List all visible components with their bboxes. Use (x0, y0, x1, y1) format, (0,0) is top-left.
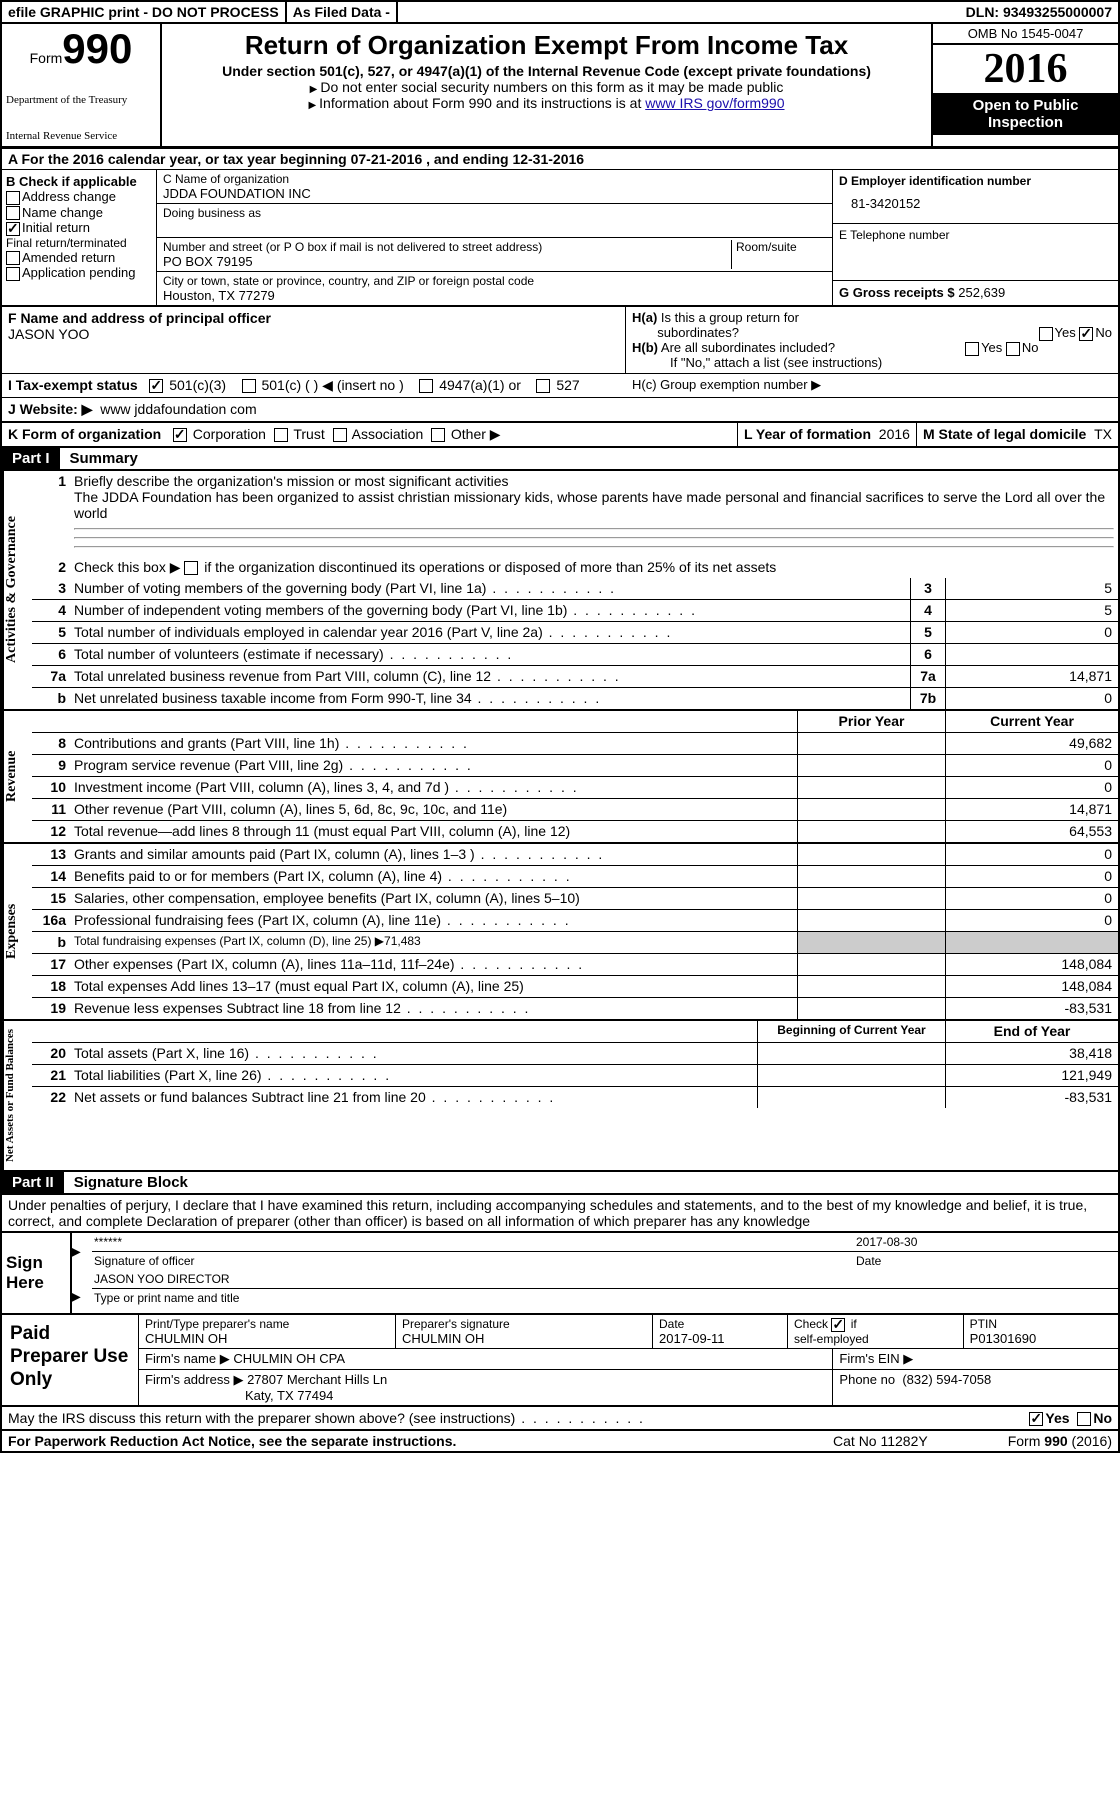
cb-amended: Amended return (6, 250, 152, 266)
line-1: 1 Briefly describe the organization's mi… (32, 471, 1118, 557)
header-right: OMB No 1545-0047 2016 Open to Public Ins… (931, 24, 1118, 146)
row-f-h: F Name and address of principal officer … (2, 307, 1118, 374)
line-22: 22Net assets or fund balances Subtract l… (32, 1087, 1118, 1108)
box-c: C Name of organization JDDA FOUNDATION I… (157, 170, 832, 305)
line-16b: bTotal fundraising expenses (Part IX, co… (32, 932, 1118, 954)
line-11: 11Other revenue (Part VIII, column (A), … (32, 799, 1118, 821)
line-13: 13Grants and similar amounts paid (Part … (32, 844, 1118, 866)
line-18: 18Total expenses Add lines 13–17 (must e… (32, 976, 1118, 998)
box-b: B Check if applicable Address change Nam… (2, 170, 157, 305)
cb-address: Address change (6, 189, 152, 205)
officer-name: JASON YOO (8, 326, 619, 342)
line-2: 2Check this box ▶ if the organization di… (32, 557, 1118, 578)
line-5: 5Total number of individuals employed in… (32, 622, 1118, 644)
org-name-cell: C Name of organization JDDA FOUNDATION I… (157, 170, 832, 204)
header-left: Form990 Department of the Treasury Inter… (2, 24, 162, 146)
cb-pending: Application pending (6, 265, 152, 281)
line-17: 17Other expenses (Part IX, column (A), l… (32, 954, 1118, 976)
page-footer: For Paperwork Reduction Act Notice, see … (2, 1431, 1118, 1451)
perjury-stmt: Under penalties of perjury, I declare th… (2, 1195, 1118, 1233)
form-header: Form990 Department of the Treasury Inter… (2, 24, 1118, 149)
sign-here: Sign Here ▶ ▶ ****** 2017-08-30 Signatur… (2, 1233, 1118, 1315)
summary-expenses: Expenses 13Grants and similar amounts pa… (2, 844, 1118, 1021)
irs-link[interactable]: www IRS gov/form990 (645, 95, 784, 111)
as-filed: As Filed Data - (287, 2, 398, 22)
line-9: 9Program service revenue (Part VIII, lin… (32, 755, 1118, 777)
summary-governance: Activities & Governance 1 Briefly descri… (2, 471, 1118, 711)
city-cell: City or town, state or province, country… (157, 272, 832, 305)
dln: DLN: 93493255000007 (960, 2, 1118, 22)
summary-revenue: Revenue Prior YearCurrent Year 8Contribu… (2, 711, 1118, 844)
street-cell: Number and street (or P O box if mail is… (157, 238, 832, 272)
part-1-header: Part I Summary (2, 448, 1118, 471)
paid-preparer: Paid Preparer Use Only Print/Type prepar… (2, 1315, 1118, 1407)
line-20: 20Total assets (Part X, line 16)38,418 (32, 1043, 1118, 1065)
line-14: 14Benefits paid to or for members (Part … (32, 866, 1118, 888)
line-21: 21Total liabilities (Part X, line 26)121… (32, 1065, 1118, 1087)
dba-cell: Doing business as (157, 204, 832, 238)
discuss-row: May the IRS discuss this return with the… (2, 1407, 1118, 1431)
cb-initial: Initial return (6, 220, 152, 236)
row-a-tax-year: A For the 2016 calendar year, or tax yea… (2, 149, 1118, 170)
summary-netassets: Net Assets or Fund Balances Beginning of… (2, 1021, 1118, 1172)
officer-name-line: JASON YOO DIRECTOR (92, 1270, 1118, 1289)
header-middle: Return of Organization Exempt From Incom… (162, 24, 931, 146)
inspection-notice: Open to Public Inspection (933, 93, 1118, 135)
org-name: JDDA FOUNDATION INC (163, 186, 826, 201)
line-4: 4Number of independent voting members of… (32, 600, 1118, 622)
line-19: 19Revenue less expenses Subtract line 18… (32, 998, 1118, 1019)
omb-number: OMB No 1545-0047 (933, 24, 1118, 45)
dept-irs: Internal Revenue Service (6, 130, 156, 142)
h-b: H(b) Are all subordinates included? Yes … (632, 340, 1112, 355)
row-k-l-m: K Form of organization Corporation Trust… (2, 423, 1118, 448)
officer-signature-line: ****** 2017-08-30 (92, 1233, 1118, 1252)
box-e: E Telephone number (833, 224, 1118, 281)
ssn-notice: Do not enter social security numbers on … (170, 79, 923, 95)
box-deg: D Employer identification number 81-3420… (832, 170, 1118, 305)
line-8: 8Contributions and grants (Part VIII, li… (32, 733, 1118, 755)
street: PO BOX 79195 (163, 254, 731, 269)
line-12: 12Total revenue—add lines 8 through 11 (… (32, 821, 1118, 842)
city: Houston, TX 77279 (163, 288, 826, 303)
h-c: H(c) Group exemption number ▶ (626, 374, 1118, 397)
line-16a: 16aProfessional fundraising fees (Part I… (32, 910, 1118, 932)
instructions-notice: Information about Form 990 and its instr… (170, 95, 923, 111)
line-3: 3Number of voting members of the governi… (32, 578, 1118, 600)
ein: 81-3420152 (839, 188, 1112, 219)
line-7a: 7aTotal unrelated business revenue from … (32, 666, 1118, 688)
rev-header: Prior YearCurrent Year (32, 711, 1118, 733)
net-header: Beginning of Current YearEnd of Year (32, 1021, 1118, 1043)
form-subtitle: Under section 501(c), 527, or 4947(a)(1)… (170, 63, 923, 79)
box-g: G Gross receipts $ 252,639 (833, 281, 1118, 304)
dept-treasury: Department of the Treasury (6, 94, 156, 106)
cb-final: Final return/terminated (6, 236, 152, 250)
header-grid: B Check if applicable Address change Nam… (2, 170, 1118, 307)
row-i: I Tax-exempt status 501(c)(3) 501(c) ( )… (2, 374, 1118, 398)
efile-notice: efile GRAPHIC print - DO NOT PROCESS (2, 2, 287, 22)
cb-name: Name change (6, 205, 152, 221)
line-6: 6Total number of volunteers (estimate if… (32, 644, 1118, 666)
row-j: J Website: ▶ www jddafoundation com (2, 398, 1118, 423)
part-2-header: Part II Signature Block (2, 1172, 1118, 1195)
box-d: D Employer identification number 81-3420… (833, 170, 1118, 224)
line-15: 15Salaries, other compensation, employee… (32, 888, 1118, 910)
h-b-note: If "No," attach a list (see instructions… (632, 355, 1112, 370)
line-10: 10Investment income (Part VIII, column (… (32, 777, 1118, 799)
form-title: Return of Organization Exempt From Incom… (170, 30, 923, 61)
form-990-page: efile GRAPHIC print - DO NOT PROCESS As … (0, 0, 1120, 1453)
top-bar: efile GRAPHIC print - DO NOT PROCESS As … (2, 2, 1118, 24)
line-7b: bNet unrelated business taxable income f… (32, 688, 1118, 709)
tax-year: 2016 (933, 45, 1118, 93)
h-a: H(a) Is this a group return for subordin… (632, 310, 1112, 340)
